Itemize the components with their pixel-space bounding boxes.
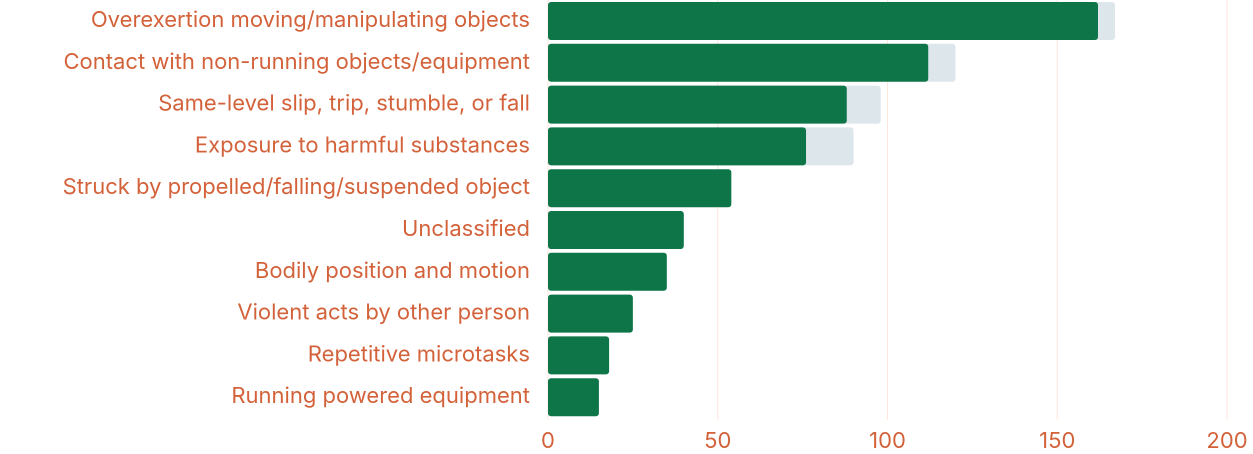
bar	[548, 85, 847, 124]
bar	[548, 336, 610, 375]
bar	[548, 294, 633, 333]
x-tick-label: 50	[704, 428, 731, 454]
x-tick-label: 150	[1039, 428, 1075, 454]
y-tick-label: Same-level slip, trip, stumble, or fall	[158, 91, 530, 117]
y-tick-label: Contact with non-running objects/equipme…	[63, 49, 530, 75]
y-tick-label: Unclassified	[402, 216, 530, 242]
bar	[1093, 2, 1115, 40]
bar	[548, 2, 1098, 40]
bar	[548, 378, 599, 417]
bar	[802, 127, 854, 166]
bar	[548, 169, 732, 208]
bar	[548, 127, 807, 166]
x-tick-label: 100	[869, 428, 906, 454]
y-tick-label: Running powered equipment	[231, 383, 530, 409]
x-tick-label: 200	[1206, 428, 1247, 454]
bar	[924, 43, 956, 82]
bar	[548, 252, 667, 291]
y-tick-label: Overexertion moving/manipulating objects	[91, 7, 530, 33]
y-tick-label: Repetitive microtasks	[308, 341, 530, 367]
y-tick-label: Exposure to harmful substances	[195, 132, 530, 158]
x-tick-label: 0	[541, 428, 555, 454]
bar	[548, 211, 684, 249]
bar	[842, 85, 881, 124]
y-tick-label: Struck by propelled/falling/suspended ob…	[63, 174, 530, 200]
y-tick-label: Violent acts by other person	[237, 300, 530, 326]
bar	[548, 43, 929, 82]
y-tick-label: Bodily position and motion	[255, 258, 530, 284]
